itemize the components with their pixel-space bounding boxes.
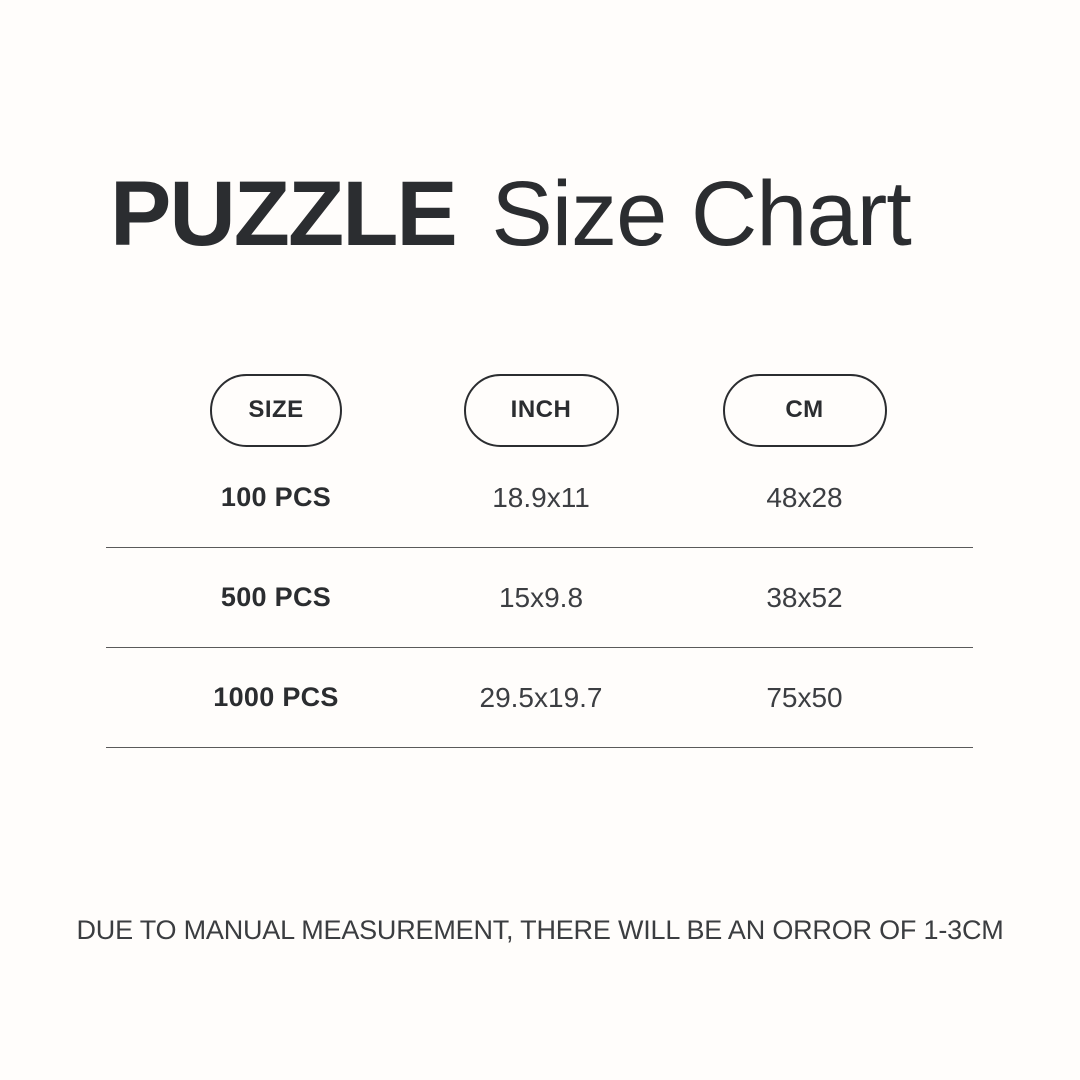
cell-cm-500pcs: 38x52 <box>766 581 843 613</box>
cell-size-500pcs: 500 PCS <box>220 582 332 612</box>
header-cell-inch: INCH <box>446 373 636 447</box>
title-suffix-words: Size Chart <box>491 163 911 265</box>
header-cell-size: SIZE <box>106 373 446 447</box>
title-product-word: PUZZLE <box>110 163 458 265</box>
page-title: PUZZLE Size Chart <box>110 168 912 260</box>
table-row-1000pcs: 1000 PCS 29.5x19.7 75x50 <box>106 648 973 748</box>
size-chart-table: SIZE INCH CM 100 PCS 18.9x11 48x28 500 P… <box>106 372 973 748</box>
header-cell-cm: CM <box>636 373 973 447</box>
measurement-disclaimer: DUE TO MANUAL MEASUREMENT, THERE WILL BE… <box>76 915 1004 945</box>
table-header-row: SIZE INCH CM <box>106 372 973 448</box>
table-row-500pcs: 500 PCS 15x9.8 38x52 <box>106 548 973 648</box>
column-header-cm: CM <box>722 373 887 447</box>
column-header-inch: INCH <box>463 373 619 447</box>
cell-inch-1000pcs: 29.5x19.7 <box>479 681 603 713</box>
cell-inch-500pcs: 15x9.8 <box>498 581 584 613</box>
cell-inch-100pcs: 18.9x11 <box>492 481 590 513</box>
table-row-100pcs: 100 PCS 18.9x11 48x28 <box>106 448 973 548</box>
cell-cm-1000pcs: 75x50 <box>766 681 843 713</box>
cell-size-100pcs: 100 PCS <box>220 482 332 512</box>
cell-size-1000pcs: 1000 PCS <box>213 682 339 712</box>
column-header-size: SIZE <box>210 373 342 447</box>
cell-cm-100pcs: 48x28 <box>766 481 843 513</box>
